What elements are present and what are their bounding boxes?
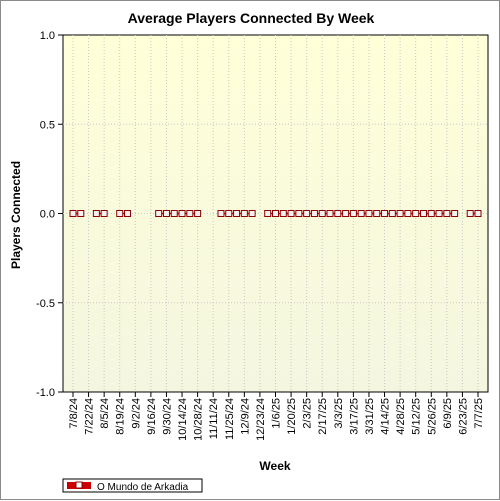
series-point bbox=[272, 210, 279, 217]
x-tick-label: 9/16/24 bbox=[146, 398, 158, 435]
x-axis-ticks: 7/8/24 7/22/24 8/5/24 8/19/24 9/2/24 9/16/24 9… bbox=[68, 392, 485, 441]
x-tick-label: 1/20/25 bbox=[286, 398, 298, 435]
y-axis-ticks: 1.0 0.5 0.0 -0.5 -1.0 bbox=[36, 30, 63, 399]
x-tick-label: 10/28/24 bbox=[193, 398, 205, 441]
series-point bbox=[186, 210, 194, 217]
series-point bbox=[326, 210, 334, 217]
series-point bbox=[100, 210, 108, 217]
series-point bbox=[233, 210, 241, 217]
series-point bbox=[427, 210, 435, 217]
series-o-mundo-de-arkadia bbox=[69, 210, 482, 217]
x-tick-label: 3/31/25 bbox=[364, 398, 376, 435]
series-point bbox=[194, 210, 202, 217]
series-point bbox=[92, 210, 100, 217]
x-tick-label: 5/12/25 bbox=[411, 398, 423, 435]
series-point bbox=[373, 210, 381, 217]
series-point bbox=[178, 210, 186, 217]
x-axis-label: Week bbox=[259, 459, 290, 473]
x-tick-label: 5/26/25 bbox=[426, 398, 438, 435]
series-point bbox=[77, 210, 85, 217]
series-point bbox=[357, 210, 365, 217]
series-point bbox=[69, 210, 77, 217]
series-point bbox=[388, 210, 396, 217]
series-point bbox=[451, 210, 459, 217]
series-point bbox=[381, 210, 389, 217]
x-tick-label: 10/14/24 bbox=[177, 398, 189, 441]
series-point bbox=[334, 210, 342, 217]
x-tick-label: 9/30/24 bbox=[161, 398, 173, 435]
x-tick-label: 11/25/24 bbox=[224, 398, 236, 440]
x-tick-label: 12/9/24 bbox=[239, 398, 251, 435]
series-point bbox=[248, 210, 256, 217]
y-tick-label: -1.0 bbox=[36, 387, 55, 399]
series-point bbox=[295, 210, 303, 217]
series-point bbox=[466, 210, 474, 217]
x-tick-label: 8/19/24 bbox=[115, 398, 127, 435]
series-point bbox=[349, 210, 357, 217]
x-tick-label: 12/23/24 bbox=[255, 398, 267, 441]
series-point bbox=[240, 210, 248, 217]
series-point bbox=[474, 210, 482, 217]
series-point bbox=[365, 210, 373, 217]
series-point bbox=[124, 210, 132, 217]
series-point bbox=[162, 210, 170, 217]
x-tick-label: 4/14/25 bbox=[380, 398, 392, 435]
series-point bbox=[155, 210, 163, 217]
series-point bbox=[318, 210, 326, 217]
series-point bbox=[279, 210, 287, 217]
series-point bbox=[225, 210, 233, 217]
x-tick-label: 2/17/25 bbox=[317, 398, 329, 435]
chart-title: Average Players Connected By Week bbox=[128, 10, 375, 26]
series-point bbox=[287, 210, 295, 217]
series-point bbox=[412, 210, 420, 217]
series-point bbox=[342, 210, 350, 217]
series-point bbox=[116, 210, 124, 217]
x-tick-label: 9/2/24 bbox=[130, 398, 142, 429]
y-tick-label: 1.0 bbox=[40, 30, 55, 42]
x-tick-label: 8/5/24 bbox=[99, 398, 111, 429]
x-tick-label: 2/3/25 bbox=[302, 398, 314, 429]
y-axis-label: Players Connected bbox=[9, 161, 23, 269]
series-point bbox=[443, 210, 451, 217]
series-point bbox=[217, 210, 225, 217]
legend: O Mundo de Arkadia bbox=[62, 478, 203, 493]
series-point bbox=[264, 210, 272, 217]
x-tick-label: 7/7/25 bbox=[473, 398, 485, 429]
grid-lines bbox=[63, 35, 488, 392]
series-point bbox=[303, 210, 311, 217]
x-tick-label: 3/17/25 bbox=[348, 398, 360, 435]
x-tick-label: 4/28/25 bbox=[395, 398, 407, 435]
series-point bbox=[170, 210, 178, 217]
x-tick-label: 3/3/25 bbox=[333, 398, 345, 429]
legend-marker bbox=[75, 481, 83, 489]
x-tick-label: 6/23/25 bbox=[457, 398, 469, 435]
x-tick-label: 11/11/24 bbox=[208, 398, 220, 439]
series-point bbox=[310, 210, 318, 217]
x-tick-label: 1/6/25 bbox=[271, 398, 283, 429]
series-point bbox=[419, 210, 427, 217]
x-tick-label: 6/9/25 bbox=[442, 398, 454, 429]
legend-box bbox=[62, 478, 203, 493]
series-point bbox=[396, 210, 404, 217]
series-point bbox=[404, 210, 412, 217]
y-tick-label: -0.5 bbox=[36, 298, 55, 310]
y-tick-label: 0.0 bbox=[40, 209, 55, 221]
legend-label: O Mundo de Arkadia bbox=[97, 482, 189, 493]
x-tick-label: 7/22/24 bbox=[84, 398, 96, 435]
series-point bbox=[435, 210, 443, 217]
x-tick-label: 7/8/24 bbox=[68, 398, 80, 429]
y-tick-label: 0.5 bbox=[40, 119, 55, 131]
